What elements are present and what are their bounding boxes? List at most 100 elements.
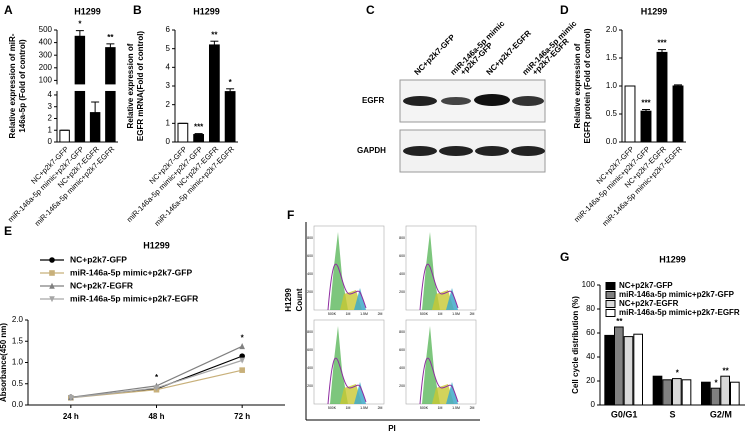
y-tick-label: 1.5 xyxy=(12,336,24,345)
x-tick-label: 2M xyxy=(470,406,475,410)
bar xyxy=(177,122,189,143)
x-tick-label: 1M xyxy=(346,406,351,410)
panel-letter: D xyxy=(560,3,569,17)
y-axis-label: Cell cycle distribution (%) xyxy=(571,296,580,394)
bar xyxy=(633,333,643,406)
band xyxy=(439,146,473,156)
y-tick-label: 20 xyxy=(586,376,595,385)
x-tick-label: 1.5M xyxy=(360,406,368,410)
significance: * xyxy=(714,378,718,387)
x-axis-label: PI xyxy=(388,424,396,433)
significance: ** xyxy=(107,33,114,42)
y-tick-label: 200 xyxy=(39,63,53,72)
y-tick-label: 600 xyxy=(307,348,313,352)
chart-title: H1299 xyxy=(193,6,220,16)
y-axis-label: Relative expression of miR- xyxy=(8,33,17,138)
marker xyxy=(239,367,245,373)
y-tick-label: 2 xyxy=(48,114,53,123)
y-tick-label: 0.5 xyxy=(12,379,24,388)
significance: *** xyxy=(641,99,651,108)
y-axis-label: Absorbance(450 nm) xyxy=(0,323,8,402)
y-tick-label: 4 xyxy=(166,62,171,71)
x-tick-label: G0/G1 xyxy=(611,409,638,419)
g2-peak xyxy=(354,288,366,310)
x-tick-label: 1.5M xyxy=(360,312,368,316)
y-tick-label: 3 xyxy=(166,81,171,90)
significance: * xyxy=(676,369,680,378)
significance: ** xyxy=(723,366,730,375)
marker xyxy=(239,357,245,364)
bar xyxy=(59,129,70,143)
bar xyxy=(652,375,663,406)
x-tick-label: 500K xyxy=(328,312,337,316)
y-tick-label: 400 xyxy=(307,366,313,370)
fit-curve xyxy=(327,263,367,311)
y-tick-label: 600 xyxy=(399,254,405,258)
significance: *** xyxy=(194,123,204,132)
legend-label: miR-146a-5p mimic+p2k7-EGFR xyxy=(70,293,198,303)
y-tick-label: 500 xyxy=(39,25,53,34)
legend-label: NC+p2k7-GFP xyxy=(70,254,127,264)
chart-title: H1299 xyxy=(659,254,686,264)
y-tick-label: 100 xyxy=(582,280,596,289)
x-tick-label: 1.5M xyxy=(452,406,460,410)
y-tick-label: 800 xyxy=(307,330,313,334)
y-tick-label: 5 xyxy=(166,44,171,53)
y-tick-label: 0 xyxy=(591,400,596,409)
band xyxy=(474,94,510,106)
g2-peak xyxy=(446,288,458,310)
y-tick-label: 4 xyxy=(48,90,53,99)
y-tick-label: 400 xyxy=(39,38,53,47)
x-tick-label: 2M xyxy=(378,406,383,410)
y-tick-label: 2 xyxy=(166,100,171,109)
bar xyxy=(662,379,672,406)
legend-label: NC+p2k7-GFP xyxy=(619,281,673,290)
panel-letter: F xyxy=(287,208,294,222)
y-tick-label: 400 xyxy=(399,366,405,370)
y-tick-label: 400 xyxy=(399,272,405,276)
x-tick-label: 1.5M xyxy=(452,312,460,316)
y-tick-label: 200 xyxy=(307,384,313,388)
marker xyxy=(239,343,245,350)
x-tick-label: 2M xyxy=(378,312,383,316)
bar xyxy=(89,112,101,143)
y-tick-label: 1 xyxy=(166,118,171,127)
y-tick-label: 1.5 xyxy=(606,53,618,62)
significance: * xyxy=(229,78,233,87)
legend-label: NC+p2k7-EGFR xyxy=(70,280,133,290)
band xyxy=(511,146,545,156)
axis-break xyxy=(55,84,118,91)
bar xyxy=(656,51,668,143)
marker xyxy=(49,270,55,276)
bar xyxy=(208,44,220,143)
bar xyxy=(640,110,652,143)
x-tick-label: 1M xyxy=(438,312,443,316)
y-tick-label: 3 xyxy=(48,102,53,111)
y-tick-label: 1 xyxy=(48,125,53,134)
y-tick-label: 200 xyxy=(399,290,405,294)
y-tick-label: 0 xyxy=(48,137,53,146)
y-tick-label: 6 xyxy=(166,25,171,34)
y-tick-label: 800 xyxy=(307,236,313,240)
bar xyxy=(681,379,692,406)
y-axis-label: EGFR protein (Fold of control) xyxy=(583,28,592,143)
x-tick-label: 1M xyxy=(438,406,443,410)
band xyxy=(403,96,437,106)
bar xyxy=(672,378,682,406)
y-axis-label: Relative expression of xyxy=(126,43,135,128)
y-axis-label: Count xyxy=(295,288,304,311)
x-tick-label: 500K xyxy=(420,312,429,316)
y-tick-label: 60 xyxy=(586,328,595,337)
x-tick-label: 500K xyxy=(420,406,429,410)
band xyxy=(403,146,437,156)
y-tick-label: 300 xyxy=(39,50,53,59)
x-tick-label: 2M xyxy=(470,312,475,316)
y-tick-label: 800 xyxy=(399,236,405,240)
panel-letter: E xyxy=(4,224,12,238)
y-tick-label: 1.0 xyxy=(12,358,24,367)
chart-title: H1299 xyxy=(74,6,101,16)
bar xyxy=(614,326,624,406)
marker xyxy=(49,257,55,263)
x-tick-label: 24 h xyxy=(63,412,79,421)
